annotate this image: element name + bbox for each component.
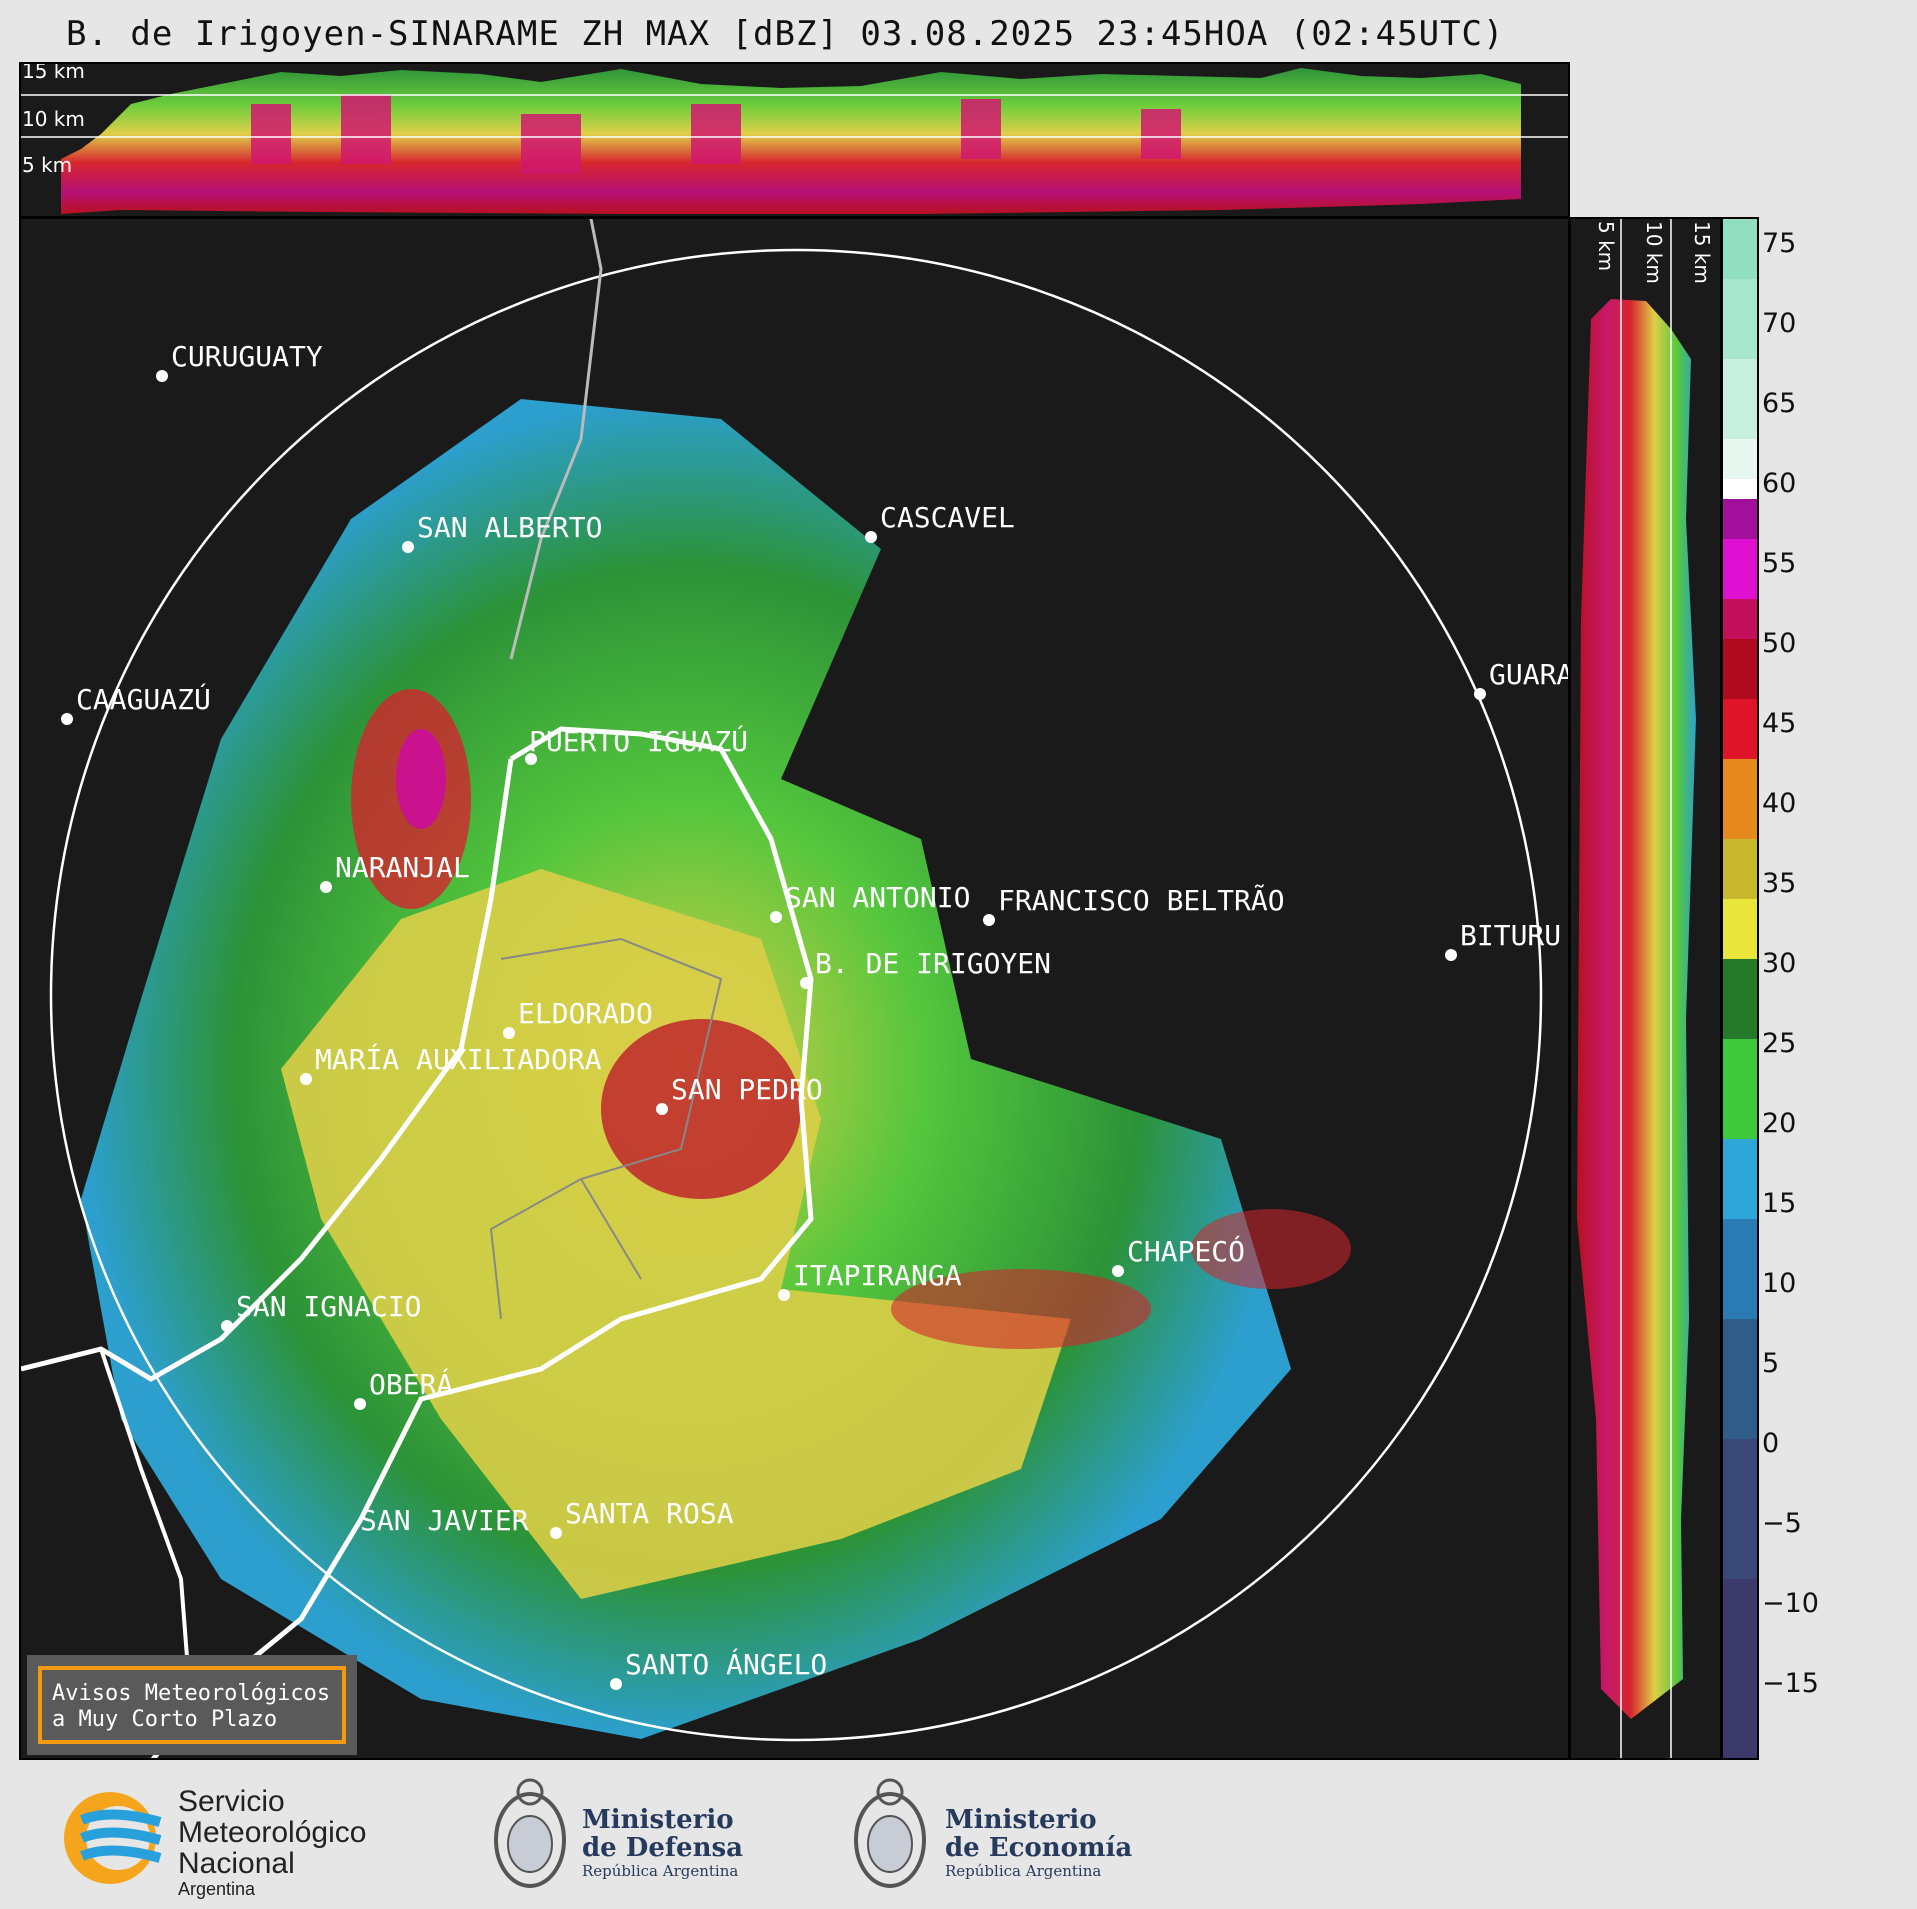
colorbar-tick-30: 30 [1762, 948, 1797, 979]
colorbar-tick-45: 45 [1762, 708, 1797, 739]
svg-text:GUARA: GUARA [1489, 658, 1570, 691]
place-curuguaty: CURUGUATY [156, 340, 323, 382]
svg-text:FRANCISCO BELTRÃO: FRANCISCO BELTRÃO [998, 884, 1285, 917]
svg-text:CAAGUAZÚ: CAAGUAZÚ [76, 682, 211, 716]
colorbar-tick-75: 75 [1762, 228, 1797, 259]
top-height-15: 15 km [22, 64, 85, 83]
svg-text:CURUGUATY: CURUGUATY [171, 340, 323, 373]
colorbar-tick-5: 5 [1762, 1348, 1780, 1379]
place-puerto-iguazu: PUERTO IGUAZÚ [525, 724, 748, 765]
svg-text:SAN PEDRO: SAN PEDRO [671, 1073, 823, 1106]
notice-box[interactable]: Avisos Meteorológicos a Muy Corto Plazo [27, 1655, 357, 1755]
notice-line-2: a Muy Corto Plazo [52, 1707, 277, 1732]
place-san-alberto: SAN ALBERTO [402, 511, 602, 553]
svg-text:SAN IGNACIO: SAN IGNACIO [236, 1290, 421, 1323]
svg-text:B. DE IRIGOYEN: B. DE IRIGOYEN [815, 947, 1051, 980]
place-caaguazu: CAAGUAZÚ [61, 682, 211, 725]
svg-text:SAN ANTONIO: SAN ANTONIO [785, 881, 970, 914]
svg-text:NARANJAL: NARANJAL [335, 851, 470, 884]
svg-text:SAN JAVIER: SAN JAVIER [360, 1504, 529, 1537]
radar-map[interactable]: CURUGUATY SAN ALBERTO CASCAVEL CAAGUAZÚ … [19, 217, 1570, 1760]
svg-text:OBERÁ: OBERÁ [369, 1367, 453, 1401]
place-chapeco: CHAPECÓ [1112, 1234, 1245, 1277]
svg-text:CHAPECÓ: CHAPECÓ [1127, 1234, 1245, 1268]
colorbar-tick-10: 10 [1762, 1268, 1797, 1299]
place-san-antonio: SAN ANTONIO [770, 881, 970, 923]
top-height-profile: 15 km 10 km 5 km [19, 62, 1570, 218]
place-santa-rosa: SANTA ROSA [550, 1497, 734, 1539]
defensa-seal-icon [494, 1778, 566, 1888]
right-height-5: 5 km [1594, 221, 1618, 271]
top-height-5: 5 km [22, 153, 72, 177]
defensa-wordmark: Ministerio de Defensa República Argentin… [582, 1805, 743, 1880]
smn-wordmark: Servicio Meteorológico Nacional Argentin… [178, 1785, 367, 1899]
colorbar-tick-40: 40 [1762, 788, 1797, 819]
place-cascavel: CASCAVEL [865, 501, 1015, 543]
svg-text:SANTA ROSA: SANTA ROSA [565, 1497, 734, 1530]
place-maria-auxiliadora: MARÍA AUXILIADORA [300, 1042, 602, 1085]
place-obera: OBERÁ [354, 1367, 453, 1410]
place-bituru: BITURU [1445, 919, 1561, 961]
colorbar-tick-60: 60 [1762, 468, 1797, 499]
economia-wordmark: Ministerio de Economía República Argenti… [945, 1805, 1133, 1880]
svg-text:ELDORADO: ELDORADO [518, 997, 653, 1030]
svg-text:SANTO ÁNGELO: SANTO ÁNGELO [625, 1647, 827, 1681]
place-francisco-beltrao: FRANCISCO BELTRÃO [983, 884, 1285, 926]
colorbar-tick-m15: −15 [1762, 1668, 1819, 1699]
svg-text:SAN ALBERTO: SAN ALBERTO [417, 511, 602, 544]
place-naranjal: NARANJAL [320, 851, 470, 893]
place-santo-angelo: SANTO ÁNGELO [610, 1647, 827, 1690]
notice-line-1: Avisos Meteorológicos [52, 1681, 330, 1706]
dbz-colorbar [1721, 217, 1759, 1760]
place-itapiranga: ITAPIRANGA [778, 1259, 962, 1301]
right-height-profile: 5 km 10 km 15 km [1569, 217, 1722, 1760]
colorbar-tick-50: 50 [1762, 628, 1797, 659]
place-san-pedro: SAN PEDRO [656, 1073, 823, 1115]
place-b-de-irigoyen: B. DE IRIGOYEN [800, 947, 1051, 989]
place-san-ignacio: SAN IGNACIO [221, 1290, 421, 1332]
colorbar-tick-0: 0 [1762, 1428, 1780, 1459]
smn-logo-icon [64, 1792, 162, 1884]
echo-field [81, 399, 1351, 1739]
svg-text:BITURU: BITURU [1460, 919, 1561, 952]
colorbar-tick-m5: −5 [1762, 1508, 1802, 1539]
svg-text:CASCAVEL: CASCAVEL [880, 501, 1015, 534]
colorbar-tick-25: 25 [1762, 1028, 1797, 1059]
svg-text:PUERTO IGUAZÚ: PUERTO IGUAZÚ [529, 724, 748, 758]
colorbar-tick-m10: −10 [1762, 1588, 1819, 1619]
economia-seal-icon [854, 1778, 926, 1888]
colorbar-tick-20: 20 [1762, 1108, 1797, 1139]
place-san-javier: SAN JAVIER [360, 1504, 529, 1537]
svg-text:ITAPIRANGA: ITAPIRANGA [793, 1259, 962, 1292]
map-title: B. de Irigoyen-SINARAME ZH MAX [dBZ] 03.… [66, 14, 1505, 54]
top-height-10: 10 km [22, 107, 85, 131]
place-eldorado: ELDORADO [503, 997, 653, 1039]
place-guara: GUARA [1474, 658, 1570, 700]
colorbar-tick-15: 15 [1762, 1188, 1797, 1219]
right-height-15: 15 km [1690, 221, 1714, 284]
colorbar-tick-65: 65 [1762, 388, 1797, 419]
svg-text:MARÍA AUXILIADORA: MARÍA AUXILIADORA [315, 1042, 602, 1076]
colorbar-tick-35: 35 [1762, 868, 1797, 899]
colorbar-tick-70: 70 [1762, 308, 1797, 339]
colorbar-tick-55: 55 [1762, 548, 1797, 579]
right-height-10: 10 km [1642, 221, 1666, 284]
